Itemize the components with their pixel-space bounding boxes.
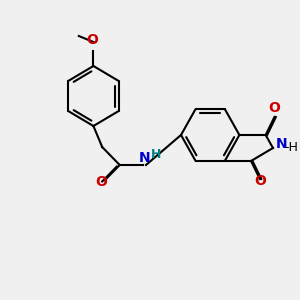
Text: O: O: [95, 175, 107, 189]
Text: -H: -H: [285, 141, 298, 154]
Text: H: H: [151, 148, 161, 160]
Text: N: N: [139, 151, 150, 165]
Text: O: O: [86, 32, 98, 46]
Text: O: O: [268, 101, 280, 116]
Text: O: O: [254, 174, 266, 188]
Text: N: N: [276, 137, 287, 151]
